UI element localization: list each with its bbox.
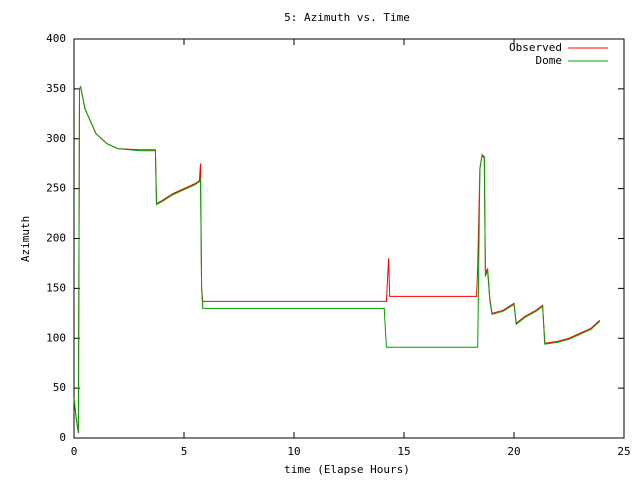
- x-tick-label: 25: [617, 445, 630, 458]
- y-tick-label: 0: [59, 431, 66, 444]
- data-line: [73, 85, 601, 434]
- y-tick-label: 300: [46, 132, 66, 145]
- y-tick-label: 250: [46, 182, 66, 195]
- x-tick-label: 10: [287, 445, 300, 458]
- data-line: [73, 85, 601, 434]
- legend-label: Observed: [509, 41, 562, 54]
- y-tick-label: 400: [46, 32, 66, 45]
- y-tick-label: 200: [46, 232, 66, 245]
- x-tick-label: 20: [507, 445, 520, 458]
- y-tick-label: 350: [46, 82, 66, 95]
- y-tick-label: 150: [46, 281, 66, 294]
- x-tick-label: 5: [181, 445, 188, 458]
- x-tick-label: 15: [397, 445, 410, 458]
- y-tick-label: 100: [46, 331, 66, 344]
- x-axis-label: time (Elapse Hours): [284, 463, 410, 476]
- y-axis-label: Azimuth: [19, 216, 32, 262]
- chart-title: 5: Azimuth vs. Time: [284, 11, 410, 24]
- legend-label: Dome: [536, 54, 563, 67]
- x-tick-label: 0: [71, 445, 78, 458]
- y-tick-label: 50: [53, 381, 66, 394]
- plot-frame: [73, 38, 625, 439]
